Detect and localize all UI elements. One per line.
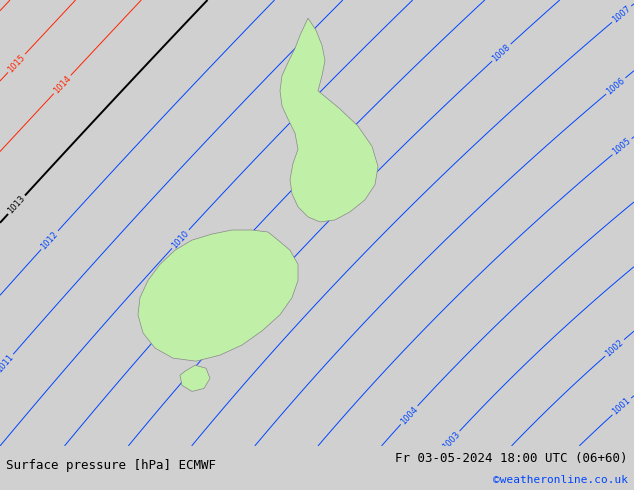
Text: 1013: 1013 xyxy=(6,194,27,216)
Text: Surface pressure [hPa] ECMWF: Surface pressure [hPa] ECMWF xyxy=(6,459,216,472)
Text: ©weatheronline.co.uk: ©weatheronline.co.uk xyxy=(493,475,628,485)
Text: 1007: 1007 xyxy=(611,4,633,24)
Text: 1014: 1014 xyxy=(52,74,73,95)
Polygon shape xyxy=(138,230,298,361)
Text: 1003: 1003 xyxy=(441,430,462,451)
Text: 1004: 1004 xyxy=(399,404,420,426)
Text: 1009: 1009 xyxy=(212,253,233,275)
Text: 1010: 1010 xyxy=(170,228,191,250)
Text: 1012: 1012 xyxy=(39,229,60,251)
Text: 1015: 1015 xyxy=(6,52,27,74)
Text: 1005: 1005 xyxy=(611,136,633,157)
Text: 1008: 1008 xyxy=(491,42,512,63)
Text: 1002: 1002 xyxy=(604,338,626,358)
Text: 1001: 1001 xyxy=(611,396,633,417)
Polygon shape xyxy=(180,365,210,392)
Text: Fr 03-05-2024 18:00 UTC (06+60): Fr 03-05-2024 18:00 UTC (06+60) xyxy=(395,452,628,465)
Text: 1011: 1011 xyxy=(0,353,15,374)
Text: 1006: 1006 xyxy=(605,76,626,96)
Polygon shape xyxy=(280,18,378,222)
